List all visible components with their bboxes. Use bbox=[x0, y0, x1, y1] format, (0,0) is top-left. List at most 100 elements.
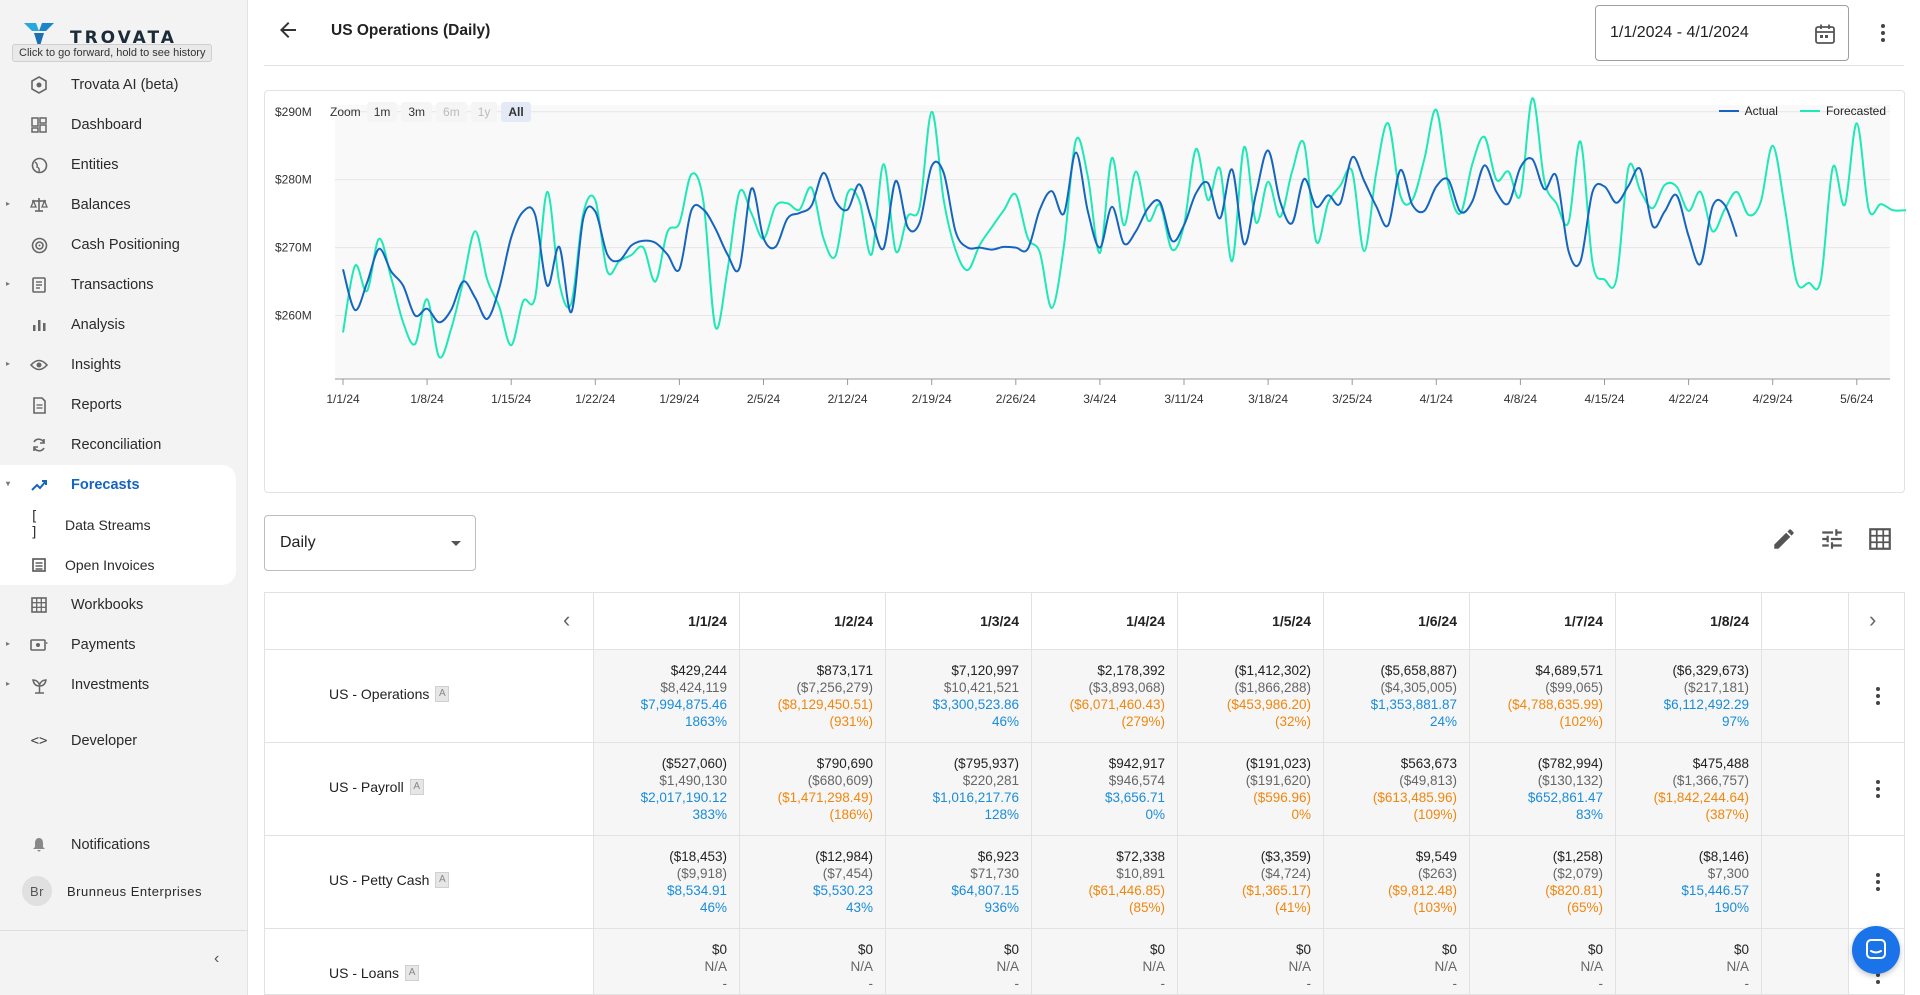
column-header: 1/7/24 bbox=[1470, 593, 1616, 649]
row-more-options-icon[interactable] bbox=[1876, 873, 1880, 891]
table-cell[interactable]: $873,171 ($7,256,279) ($8,129,450.51) (931%… bbox=[740, 650, 886, 742]
calendar-icon[interactable] bbox=[1814, 23, 1836, 45]
expand-open-icon[interactable]: ▾ bbox=[6, 479, 11, 488]
trend-icon bbox=[30, 476, 48, 494]
column-date: 1/3/24 bbox=[980, 613, 1019, 629]
table-cell[interactable]: $0 N/A - bbox=[1032, 929, 1178, 994]
series-line-actual bbox=[342, 149, 1738, 324]
table-cell[interactable]: ($191,023) ($191,620) ($596.96) 0% bbox=[1178, 743, 1324, 835]
collapse-sidebar-icon[interactable]: ‹ bbox=[214, 950, 220, 967]
zoom-1y-button[interactable]: 1y bbox=[470, 102, 498, 122]
sidebar-item-dashboard[interactable]: Dashboard bbox=[0, 105, 236, 145]
sidebar-item-transactions[interactable]: ▸ Transactions bbox=[0, 265, 236, 305]
sidebar-item-reconciliation[interactable]: Reconciliation bbox=[0, 425, 236, 465]
expand-caret-icon[interactable]: ▸ bbox=[6, 639, 11, 648]
sidebar-item-developer[interactable]: <> Developer bbox=[0, 721, 236, 761]
legend-item-actual[interactable]: Actual bbox=[1718, 104, 1778, 118]
table-cell[interactable]: $0 N/A - bbox=[1470, 929, 1616, 994]
sidebar-item-open-invoices[interactable]: Open Invoices bbox=[0, 545, 236, 585]
settings-sliders-icon[interactable] bbox=[1819, 526, 1845, 552]
zoom-3m-button[interactable]: 3m bbox=[401, 102, 433, 122]
table-cell[interactable]: ($782,994) ($130,132) $652,861.47 83% bbox=[1470, 743, 1616, 835]
table-cell[interactable]: $0 N/A - bbox=[1616, 929, 1762, 994]
zoom-all-button[interactable]: All bbox=[501, 102, 531, 122]
table-cell[interactable]: $942,917 $946,574 $3,656.71 0% bbox=[1032, 743, 1178, 835]
frequency-select[interactable]: Daily bbox=[264, 515, 476, 571]
variance-value: ($6,071,460.43) bbox=[1069, 697, 1165, 712]
table-cell[interactable]: $0 N/A - bbox=[1324, 929, 1470, 994]
table-cell[interactable]: $0 N/A - bbox=[594, 929, 740, 994]
sidebar-item-notifications[interactable]: Notifications bbox=[0, 825, 236, 865]
sidebar-item-payments[interactable]: ▸ Payments bbox=[0, 625, 236, 665]
table-cell[interactable]: $0 N/A - bbox=[740, 929, 886, 994]
sidebar-item-reports[interactable]: Reports bbox=[0, 385, 236, 425]
table-cell[interactable]: $6,923 $71,730 $64,807.15 936% bbox=[886, 836, 1032, 928]
forecast-value: ($4,724) bbox=[1260, 866, 1311, 881]
expand-caret-icon[interactable]: ▸ bbox=[6, 199, 11, 208]
table-cell[interactable]: ($527,060) $1,490,130 $2,017,190.12 383% bbox=[594, 743, 740, 835]
sidebar-item-investments[interactable]: ▸ Investments bbox=[0, 665, 236, 705]
variance-percent: 1863% bbox=[684, 714, 727, 729]
table-cell[interactable]: $790,690 ($680,609) ($1,471,298.49) (186%) bbox=[740, 743, 886, 835]
sidebar-item-cash-positioning[interactable]: Cash Positioning bbox=[0, 225, 236, 265]
zoom-1m-button[interactable]: 1m bbox=[366, 102, 398, 122]
sidebar-item-forecasts[interactable]: ▾ Forecasts bbox=[0, 465, 236, 505]
expand-caret-icon[interactable]: ▸ bbox=[6, 359, 11, 368]
table-cell[interactable]: $2,178,392 ($3,893,068) ($6,071,460.43) (27… bbox=[1032, 650, 1178, 742]
row-name[interactable]: US - Petty Cash A bbox=[329, 872, 450, 888]
variance-percent: (85%) bbox=[1128, 900, 1165, 915]
sidebar-item-insights[interactable]: ▸ Insights bbox=[0, 345, 236, 385]
table-cell[interactable]: ($6,329,673) ($217,181) $6,112,492.29 97% bbox=[1616, 650, 1762, 742]
table-cell[interactable]: $0 N/A - bbox=[886, 929, 1032, 994]
brand[interactable]: TROVATA bbox=[22, 14, 177, 54]
row-name[interactable]: US - Loans A bbox=[329, 965, 420, 981]
row-name[interactable]: US - Operations A bbox=[329, 686, 450, 702]
legend-item-forecasted[interactable]: Forecasted bbox=[1799, 104, 1886, 118]
table-view-icon[interactable] bbox=[1867, 526, 1893, 552]
table-cell[interactable]: $9,549 ($263) ($9,812.48) (103%) bbox=[1324, 836, 1470, 928]
cell-values: ($8,146) $7,300 $15,446.57 190% bbox=[1681, 848, 1749, 916]
sidebar-item-data-streams[interactable]: [ ] Data Streams bbox=[0, 505, 236, 545]
table-cell[interactable]: ($8,146) $7,300 $15,446.57 190% bbox=[1616, 836, 1762, 928]
table-cell[interactable]: $4,689,571 ($99,065) ($4,788,635.99) (102%) bbox=[1470, 650, 1616, 742]
date-range-field[interactable]: 1/1/2024 - 4/1/2024 bbox=[1595, 5, 1849, 61]
back-arrow-icon[interactable] bbox=[276, 18, 300, 42]
table-cell[interactable]: $72,338 $10,891 ($61,446.85) (85%) bbox=[1032, 836, 1178, 928]
table-cell[interactable]: $429,244 $8,424,119 $7,994,875.46 1863% bbox=[594, 650, 740, 742]
actual-value: $0 bbox=[1587, 942, 1603, 957]
sidebar-item-analysis[interactable]: Analysis bbox=[0, 305, 236, 345]
table-cell[interactable]: ($18,453) ($9,918) $8,534.91 46% bbox=[594, 836, 740, 928]
cell-values: $0 N/A - bbox=[1580, 941, 1603, 994]
table-cell[interactable]: ($5,658,887) ($4,305,005) $1,353,881.87 24% bbox=[1324, 650, 1470, 742]
next-page-icon[interactable]: › bbox=[1869, 607, 1877, 632]
prev-page-icon[interactable]: ‹ bbox=[563, 607, 571, 632]
org-switcher[interactable]: Br Brunneus Enterprises bbox=[0, 871, 236, 911]
table-cell[interactable]: ($795,937) $220,281 $1,016,217.76 128% bbox=[886, 743, 1032, 835]
sidebar-item-workbooks[interactable]: Workbooks bbox=[0, 585, 236, 625]
zoom-6m-button[interactable]: 6m bbox=[436, 102, 467, 122]
sidebar-item-trovata-ai-beta[interactable]: Trovata AI (beta) bbox=[0, 65, 236, 105]
edit-icon[interactable] bbox=[1771, 526, 1797, 552]
sidebar-item-balances[interactable]: ▸ Balances bbox=[0, 185, 236, 225]
expand-caret-icon[interactable]: ▸ bbox=[6, 279, 11, 288]
table-cell[interactable]: ($1,412,302) ($1,866,288) ($453,986.20) (32… bbox=[1178, 650, 1324, 742]
sidebar-item-entities[interactable]: Entities bbox=[0, 145, 236, 185]
row-name[interactable]: US - Payroll A bbox=[329, 779, 424, 795]
chat-support-button[interactable] bbox=[1852, 926, 1900, 974]
row-more-options-icon[interactable] bbox=[1876, 687, 1880, 705]
cell-values: $429,244 $8,424,119 $7,994,875.46 1863% bbox=[641, 662, 727, 730]
more-options-icon[interactable] bbox=[1873, 20, 1893, 46]
table-cell[interactable]: $475,488 ($1,366,757) ($1,842,244.64) (387%… bbox=[1616, 743, 1762, 835]
table-cell[interactable]: ($3,359) ($4,724) ($1,365.17) (41%) bbox=[1178, 836, 1324, 928]
table-cell[interactable]: $563,673 ($49,813) ($613,485.96) (109%) bbox=[1324, 743, 1470, 835]
table-cell[interactable]: $7,120,997 $10,421,521 $3,300,523.86 46% bbox=[886, 650, 1032, 742]
table-cell[interactable]: ($1,258) ($2,079) ($820.81) (65%) bbox=[1470, 836, 1616, 928]
table-cell[interactable]: $0 N/A - bbox=[1178, 929, 1324, 994]
x-tick-label: 4/22/24 bbox=[1669, 392, 1709, 406]
table-cell[interactable]: ($12,984) ($7,454) $5,530.23 43% bbox=[740, 836, 886, 928]
zoom-controls: Zoom 1m 3m 6m 1y All bbox=[330, 102, 535, 122]
expand-caret-icon[interactable]: ▸ bbox=[6, 679, 11, 688]
row-more-options-icon[interactable] bbox=[1876, 780, 1880, 798]
sync-icon bbox=[30, 436, 48, 454]
column-date: 1/6/24 bbox=[1418, 613, 1457, 629]
